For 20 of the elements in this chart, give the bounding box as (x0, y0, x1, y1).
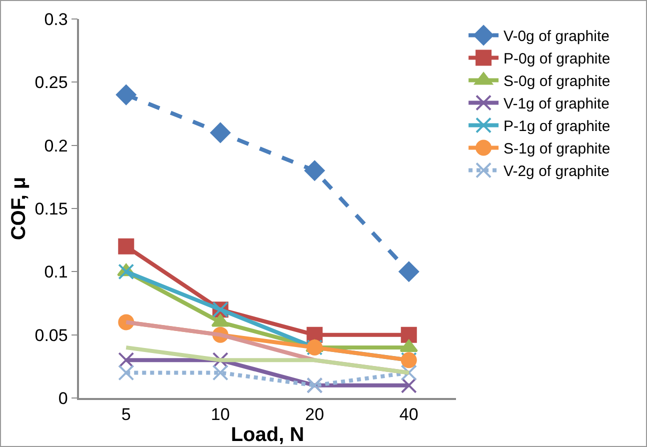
y-tick-label: 0.1 (44, 262, 68, 282)
y-tick-label: 0.25 (34, 73, 68, 92)
legend-label: P-1g of graphite (504, 118, 610, 136)
x-tick-label: 40 (399, 405, 418, 424)
legend-label: S-1g of graphite (504, 140, 610, 158)
x-tick-label: 10 (210, 405, 230, 424)
y-tick-label: 0.15 (34, 199, 68, 218)
legend-label: V-0g of graphite (504, 28, 610, 46)
legend-label: V-2g of graphite (504, 163, 610, 180)
x-axis-title: Load, N (230, 424, 304, 446)
legend-label: V-1g of graphite (504, 96, 610, 113)
x-tick-label: 20 (305, 405, 324, 424)
y-tick-label: 0.05 (34, 326, 68, 345)
legend-label: P-0g of graphite (504, 50, 610, 68)
y-tick-label: 0.3 (44, 10, 68, 29)
y-tick-label: 0 (58, 388, 68, 408)
legend-label: S-0g of graphite (504, 73, 610, 90)
y-tick-label: 0.2 (44, 136, 68, 156)
y-axis-title: COF, μ (8, 176, 30, 240)
x-tick-label: 5 (121, 405, 131, 424)
